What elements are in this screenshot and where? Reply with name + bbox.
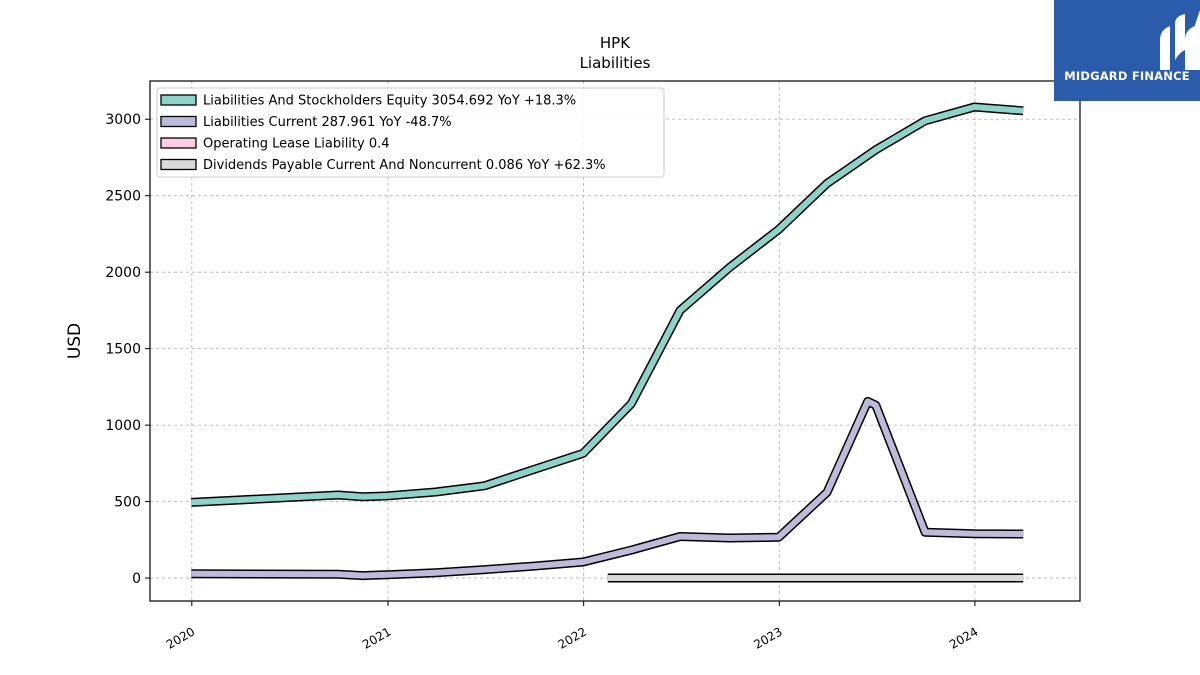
- legend-entry: Liabilities Current 287.961 YoY -48.7%: [203, 115, 452, 130]
- series-line: [191, 104, 1024, 506]
- series-line: [191, 398, 1024, 579]
- midgard-finance-logo: MIDGARD FINANCE: [1054, 0, 1200, 101]
- y-tick-label: 500: [114, 495, 141, 511]
- y-tick-label: 0: [132, 571, 141, 587]
- y-tick-label: 1000: [105, 418, 141, 434]
- legend-entry: Operating Lease Liability 0.4: [203, 137, 390, 152]
- y-tick-label: 3000: [105, 112, 141, 128]
- legend-swatch: [160, 94, 197, 106]
- chart-subtitle: Liabilities: [580, 54, 651, 72]
- legend-box: [156, 87, 665, 178]
- y-tick-label: 1500: [105, 342, 141, 358]
- x-tick-label: 2023: [751, 624, 784, 651]
- y-axis: 0 500 1000 1500 2000 2500 3000: [105, 112, 150, 587]
- series-layer: [191, 102, 1024, 583]
- legend-swatch: [160, 137, 197, 149]
- y-tick-label: 2500: [105, 189, 141, 205]
- legend-swatch: [160, 158, 197, 171]
- legend-entry: Liabilities And Stockholders Equity 3054…: [203, 94, 576, 109]
- legend-entry: Dividends Payable Current And Noncurrent…: [203, 158, 606, 173]
- chart-title: HPK: [600, 34, 631, 52]
- logo-mark-icon: [1160, 10, 1200, 70]
- legend-swatch: [160, 115, 197, 128]
- plot-frame: [149, 80, 1081, 602]
- y-axis-label: USD: [65, 323, 85, 359]
- x-tick-label: 2024: [947, 624, 980, 651]
- x-tick-label: 2020: [164, 624, 197, 651]
- x-tick-label: 2021: [360, 624, 393, 651]
- legend: Liabilities And Stockholders Equity 3054…: [156, 87, 665, 178]
- x-axis: 2020 2021 2022 2023 2024: [164, 601, 980, 652]
- x-tick-label: 2022: [556, 624, 589, 651]
- logo-text: MIDGARD FINANCE: [1064, 69, 1190, 83]
- y-tick-label: 2000: [105, 265, 141, 281]
